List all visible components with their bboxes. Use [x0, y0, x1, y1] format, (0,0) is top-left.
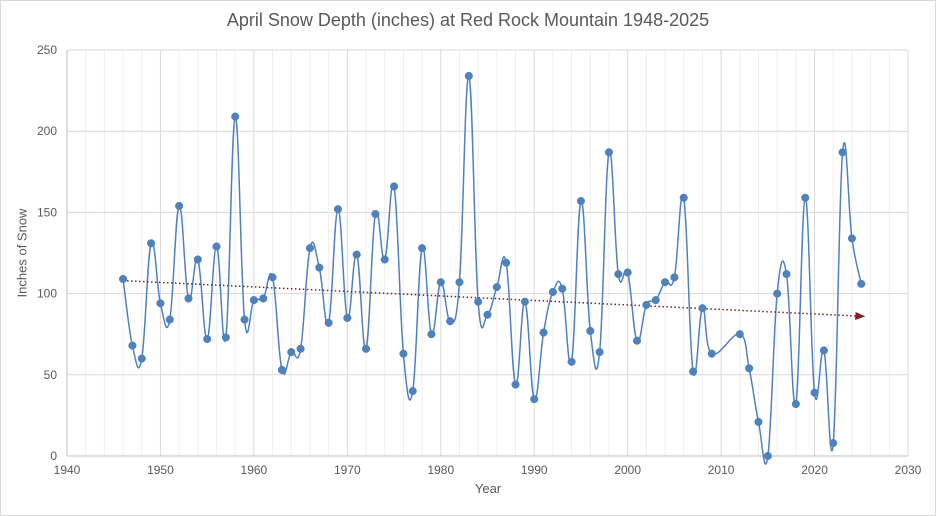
data-point [390, 182, 399, 191]
data-point [651, 296, 660, 305]
data-point [268, 273, 277, 282]
y-tick-label: 200 [37, 124, 57, 138]
data-point [539, 328, 548, 337]
data-point [698, 304, 707, 313]
x-tick-label: 2010 [708, 463, 735, 477]
data-point [128, 341, 137, 350]
data-point [147, 239, 156, 248]
data-point [436, 278, 445, 287]
data-point [660, 278, 670, 287]
data-point [829, 438, 838, 448]
data-point [296, 344, 305, 353]
data-point [361, 344, 371, 353]
data-point [604, 148, 614, 157]
data-point [203, 335, 212, 344]
data-point [707, 349, 716, 358]
y-tick-label: 250 [37, 43, 57, 57]
data-point [511, 380, 520, 389]
data-point [623, 268, 632, 277]
data-point [558, 284, 567, 293]
data-point [427, 330, 436, 339]
data-point [474, 297, 483, 306]
data-point [595, 348, 604, 357]
data-point [670, 273, 679, 282]
data-point [801, 193, 810, 202]
data-point [576, 196, 585, 206]
data-point [745, 364, 754, 373]
data-point [455, 278, 464, 287]
x-tick-label: 1990 [521, 463, 548, 477]
data-point [464, 71, 473, 81]
data-point [287, 348, 296, 357]
data-point [548, 287, 557, 297]
data-point [184, 294, 193, 303]
data-point [231, 112, 240, 121]
series-line [122, 75, 863, 465]
data-point [259, 294, 268, 303]
data-point [632, 336, 642, 345]
data-point [791, 399, 800, 409]
data-point [305, 244, 315, 253]
data-point [754, 417, 763, 426]
x-tick-label: 2000 [614, 463, 641, 477]
data-point [520, 297, 529, 306]
data-point [446, 317, 455, 326]
data-point [689, 367, 698, 376]
data-point [240, 315, 249, 324]
data-point [137, 354, 146, 363]
data-point [782, 270, 791, 279]
x-axis-label: Year [474, 481, 502, 496]
data-point [315, 263, 324, 272]
data-point [586, 326, 595, 336]
data-point [614, 270, 623, 279]
data-point [352, 250, 361, 259]
data-point [763, 451, 772, 461]
data-point [249, 296, 258, 305]
data-point [735, 330, 744, 339]
data-point [492, 283, 501, 292]
data-point [418, 244, 427, 253]
data-point [838, 148, 847, 157]
data-point [642, 300, 651, 310]
data-point [277, 365, 286, 374]
x-tick-label: 1940 [54, 463, 81, 477]
data-point [773, 289, 782, 298]
data-point [408, 386, 417, 396]
data-point [343, 313, 352, 323]
data-point [119, 274, 128, 284]
data-point [212, 242, 221, 251]
data-point [156, 299, 165, 308]
x-tick-label: 1960 [241, 463, 268, 477]
y-tick-label: 150 [37, 205, 57, 219]
data-point [193, 255, 202, 264]
data-point [819, 346, 828, 355]
y-tick-label: 0 [50, 449, 57, 463]
x-tick-label: 2030 [895, 463, 922, 477]
data-point [333, 205, 343, 214]
data-point [380, 255, 389, 264]
data-point [530, 395, 539, 404]
data-point [371, 209, 380, 219]
y-tick-label: 100 [37, 287, 57, 301]
data-point [175, 201, 184, 210]
data-point [399, 349, 408, 358]
y-tick-label: 50 [44, 368, 58, 382]
data-point [810, 388, 819, 397]
x-tick-label: 2020 [801, 463, 828, 477]
chart-title: April Snow Depth (inches) at Red Rock Mo… [226, 10, 710, 30]
data-point [324, 318, 333, 327]
data-point [847, 234, 856, 243]
x-tick-label: 1980 [427, 463, 454, 477]
data-point [483, 310, 492, 319]
data-point [221, 333, 230, 342]
data-point [165, 315, 174, 324]
data-point [502, 258, 511, 267]
x-tick-label: 1950 [147, 463, 174, 477]
x-tick-label: 1970 [334, 463, 361, 477]
data-point [567, 357, 576, 366]
data-point [857, 279, 866, 288]
data-point [679, 193, 688, 202]
